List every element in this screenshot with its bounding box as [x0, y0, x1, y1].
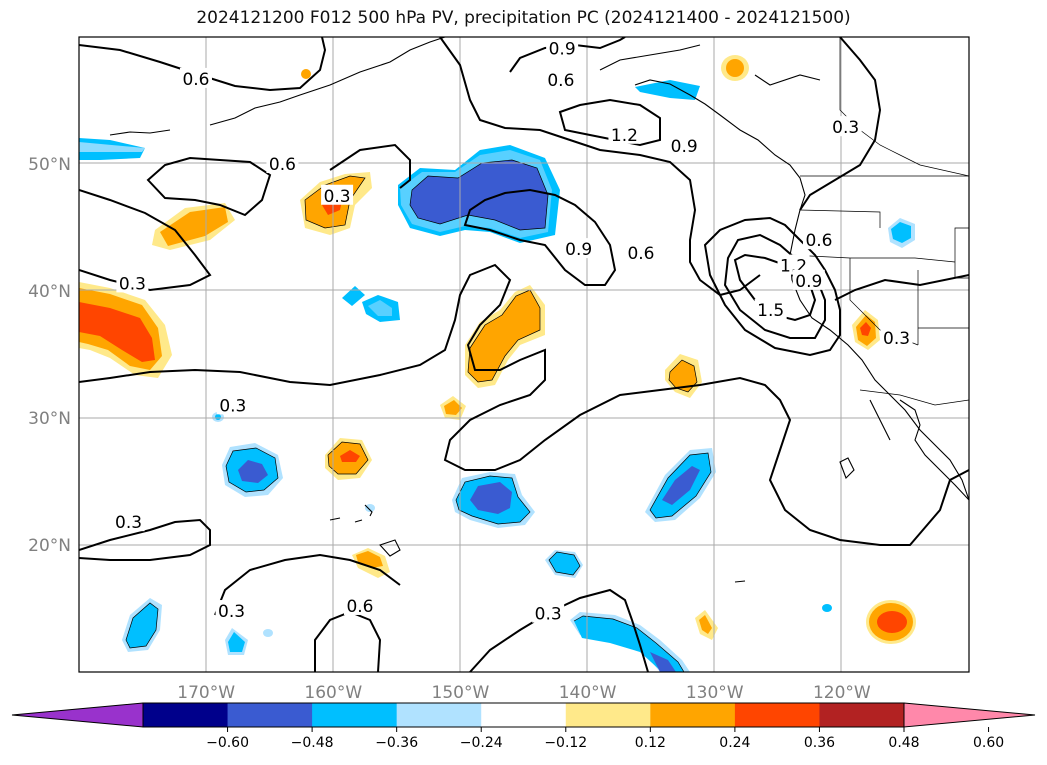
contour-label-bg [112, 511, 145, 532]
contour-label: 0.3 [219, 396, 246, 416]
contour-label-bg [608, 123, 641, 144]
contour-label-bg [792, 269, 825, 290]
contour-label: 0.3 [535, 605, 562, 625]
colorbar-frame [142, 702, 905, 728]
colorbar: −0.60 −0.48 −0.36 −0.24 −0.12 0.12 0.24 0.36 0.4… [11, 702, 1036, 751]
contour-label: 0.6 [182, 70, 209, 90]
contour-label: 0.9 [549, 39, 576, 59]
colorbar-tick-label: −0.24 [460, 735, 503, 751]
contour-label-bg [624, 241, 657, 262]
colorbar-tick-label: 0.48 [888, 735, 919, 751]
lon-label: 150°W [432, 683, 490, 703]
contour-label: 1.5 [757, 301, 784, 321]
contour-label-bg [802, 229, 835, 250]
colorbar-tick-label: −0.12 [544, 735, 587, 751]
latitude-labels: 50°N 40°N 30°N 20°N [28, 155, 71, 556]
contour-label: 0.3 [218, 602, 245, 622]
map-background [79, 37, 969, 672]
contour-label-bg [880, 326, 913, 347]
borders [789, 37, 969, 406]
contour-label: 0.3 [115, 513, 142, 533]
contour-label-bg [116, 272, 149, 293]
colorbar-extend-high [903, 702, 1036, 728]
contour-label-bg [321, 184, 354, 205]
contour-label-bg [829, 116, 862, 137]
lon-label: 160°W [304, 683, 362, 703]
contour-label-bg [179, 67, 212, 88]
colorbar-swatch [227, 703, 313, 727]
lat-label: 50°N [28, 155, 71, 175]
contour-label: 0.6 [346, 597, 373, 617]
contour-label-bg [754, 299, 787, 320]
colorbar-swatch [565, 703, 651, 727]
colorbar-extend-low [11, 702, 144, 728]
colorbar-swatch [481, 703, 567, 727]
contour-label-bg [343, 594, 376, 615]
map-title: 2024121200 F012 500 hPa PV, precipitatio… [196, 8, 851, 28]
colorbar-tick-label: 0.60 [973, 735, 1004, 751]
contour-label: 0.6 [269, 155, 296, 175]
contour-label-bg [532, 602, 565, 623]
contour-label: 0.3 [119, 274, 146, 294]
contour-label: 0.6 [627, 244, 654, 264]
contour-label: 0.9 [565, 240, 592, 260]
contour-label-bg [266, 153, 299, 173]
pv-contours [79, 37, 969, 672]
contour-label: 0.9 [795, 272, 822, 292]
longitude-labels: 170°W 160°W 150°W 140°W 130°W 120°W [177, 683, 871, 703]
gridlines [79, 37, 969, 672]
contour-label: 0.9 [671, 137, 698, 157]
colorbar-tick-label: 0.12 [635, 735, 666, 751]
colorbar-tick-label: 0.24 [719, 735, 750, 751]
colorbar-swatch [312, 703, 398, 727]
contour-label-bg [544, 69, 577, 90]
lon-label: 120°W [813, 683, 871, 703]
colorbar-swatch [143, 703, 229, 727]
lat-label: 30°N [28, 409, 71, 429]
contour-label: 0.3 [883, 329, 910, 349]
contour-label-bg [546, 37, 579, 58]
colorbar-tick-label: −0.48 [291, 735, 334, 751]
contour-label-bg [777, 254, 810, 275]
lon-label: 170°W [177, 683, 235, 703]
colorbar-swatch [734, 703, 820, 727]
lon-label: 140°W [559, 683, 617, 703]
lat-label: 20°N [28, 536, 71, 556]
contour-label-bg [215, 600, 248, 621]
colorbar-tick-label: −0.36 [375, 735, 418, 751]
lon-label: 130°W [686, 683, 744, 703]
contour-label: 0.3 [324, 187, 351, 207]
contour-label: 0.6 [547, 71, 574, 91]
colorbar-tick-label: −0.60 [206, 735, 249, 751]
contour-labels: 0.6 0.6 0.3 0.3 0.3 0.3 0.3 0.6 0.3 0.9 0.6 1.2 0.9 0… [112, 37, 913, 625]
contour-label-bg [668, 135, 701, 156]
colorbar-swatch [650, 703, 736, 727]
colorbar-tick-label: 0.36 [804, 735, 835, 751]
lat-label: 40°N [28, 282, 71, 302]
colorbar-swatch [819, 703, 905, 727]
contour-label-bg [216, 394, 249, 415]
contour-label: 1.2 [611, 126, 638, 146]
colorbar-swatch [396, 703, 482, 727]
contour-label: 0.6 [805, 231, 832, 251]
map-frame [78, 36, 970, 673]
contour-label-bg [562, 238, 595, 259]
contour-label: 0.3 [832, 118, 859, 138]
